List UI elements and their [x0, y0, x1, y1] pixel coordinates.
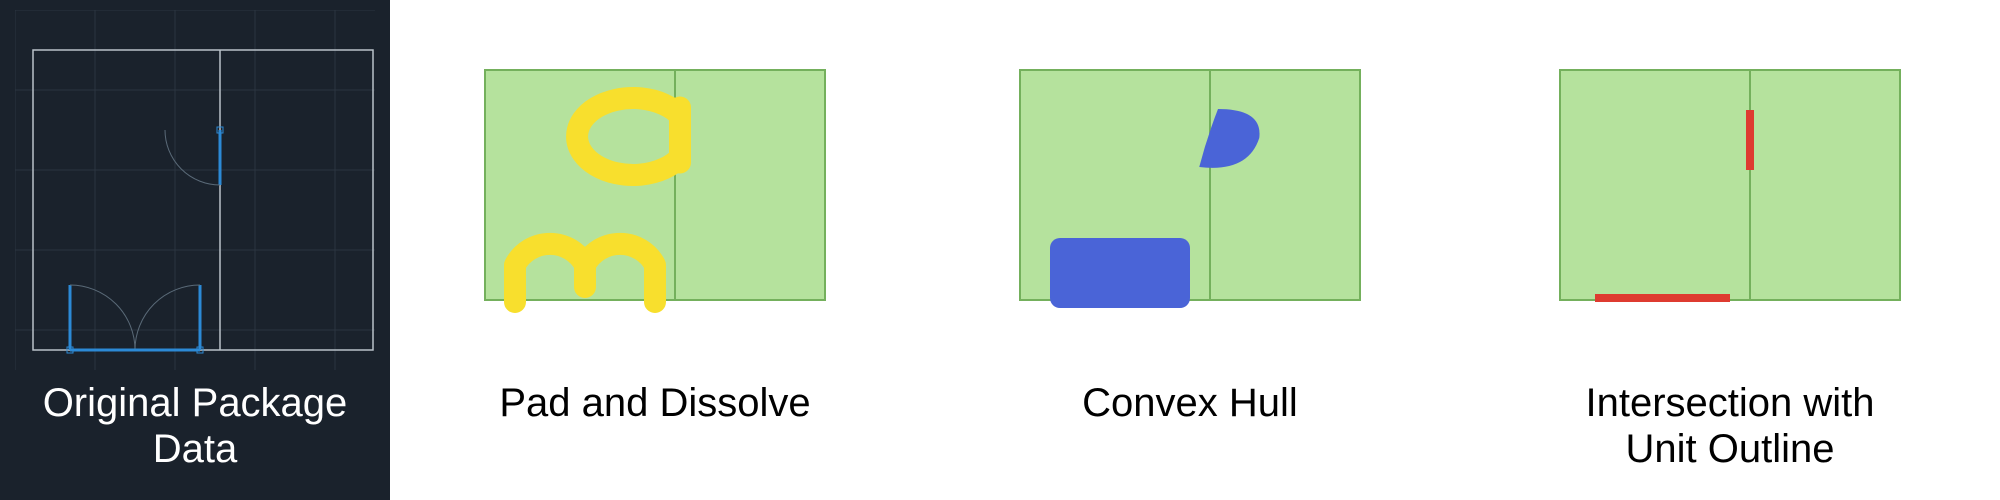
intersection-caption: Intersection withUnit Outline [1585, 380, 1874, 472]
intersection-figure [1460, 0, 2000, 380]
original-figure [0, 0, 390, 380]
panel-pad-dissolve: Pad and Dissolve [390, 0, 920, 500]
panel-original: Original PackageData [0, 0, 390, 500]
convex-hull-figure [920, 0, 1460, 380]
panel-convex-hull: Convex Hull [920, 0, 1460, 500]
pad-dissolve-figure [390, 0, 920, 380]
pad-dissolve-caption: Pad and Dissolve [499, 380, 810, 426]
convex-hull-caption: Convex Hull [1082, 380, 1298, 426]
panel-intersection: Intersection withUnit Outline [1460, 0, 2000, 500]
original-caption: Original PackageData [43, 380, 348, 472]
